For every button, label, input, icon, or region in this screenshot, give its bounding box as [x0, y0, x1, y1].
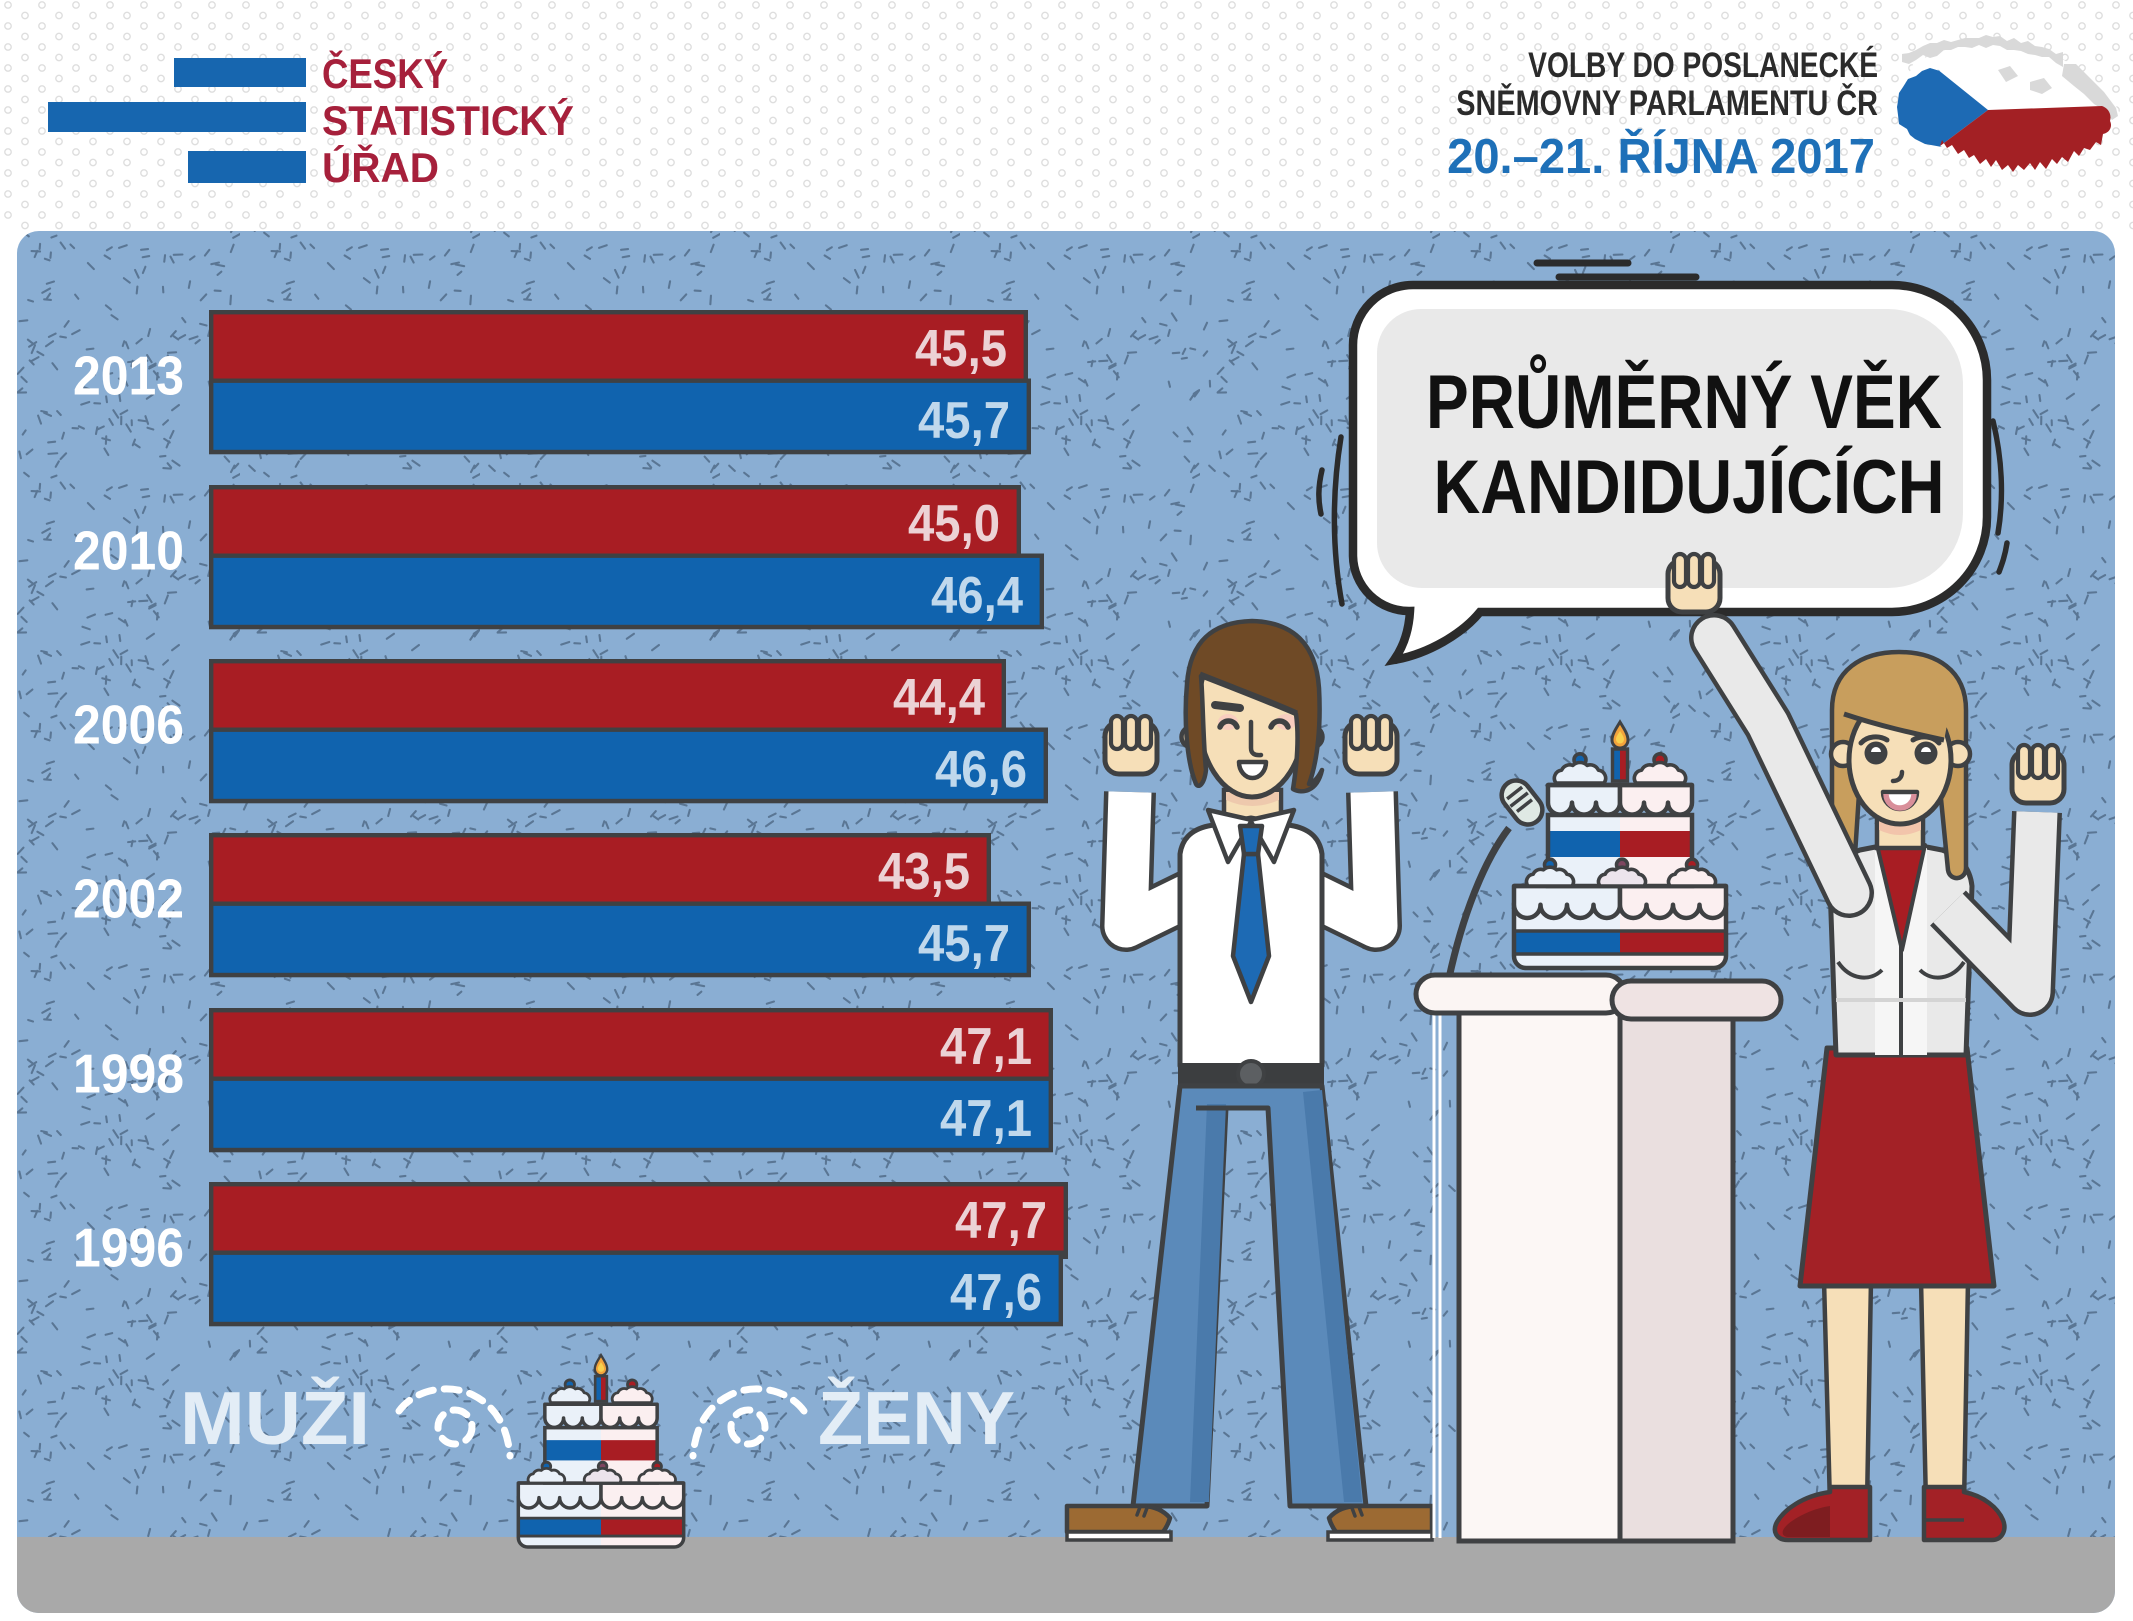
- svg-text:SNĚMOVNY PARLAMENTU ČR: SNĚMOVNY PARLAMENTU ČR: [1456, 83, 1878, 122]
- svg-text:KANDIDUJÍCÍCH: KANDIDUJÍCÍCH: [1433, 444, 1944, 529]
- svg-text:PRŮMĚRNÝ VĚK: PRŮMĚRNÝ VĚK: [1426, 353, 1942, 444]
- svg-text:45,5: 45,5: [915, 319, 1007, 378]
- svg-text:47,1: 47,1: [940, 1017, 1032, 1076]
- svg-text:2010: 2010: [73, 520, 184, 582]
- svg-text:ÚŘAD: ÚŘAD: [322, 144, 439, 191]
- svg-text:ŽENY: ŽENY: [818, 1376, 1015, 1460]
- svg-text:MUŽI: MUŽI: [180, 1376, 370, 1460]
- svg-text:46,4: 46,4: [931, 566, 1023, 625]
- svg-text:STATISTICKÝ: STATISTICKÝ: [322, 97, 574, 144]
- svg-text:2006: 2006: [73, 694, 184, 756]
- svg-text:47,6: 47,6: [950, 1263, 1042, 1322]
- svg-text:44,4: 44,4: [893, 668, 985, 727]
- svg-text:45,7: 45,7: [918, 391, 1010, 450]
- svg-text:43,5: 43,5: [878, 842, 970, 901]
- svg-text:2013: 2013: [73, 345, 184, 407]
- svg-text:ČESKÝ: ČESKÝ: [322, 50, 448, 98]
- svg-text:2002: 2002: [73, 868, 184, 930]
- svg-text:1996: 1996: [73, 1217, 184, 1279]
- svg-text:47,7: 47,7: [955, 1191, 1047, 1250]
- svg-text:1998: 1998: [73, 1043, 184, 1105]
- svg-text:47,1: 47,1: [940, 1089, 1032, 1148]
- svg-text:20.–21. ŘÍJNA 2017: 20.–21. ŘÍJNA 2017: [1447, 128, 1875, 184]
- svg-text:46,6: 46,6: [935, 740, 1027, 799]
- svg-text:45,0: 45,0: [908, 494, 1000, 553]
- svg-text:VOLBY DO POSLANECKÉ: VOLBY DO POSLANECKÉ: [1528, 45, 1878, 85]
- svg-text:45,7: 45,7: [918, 914, 1010, 973]
